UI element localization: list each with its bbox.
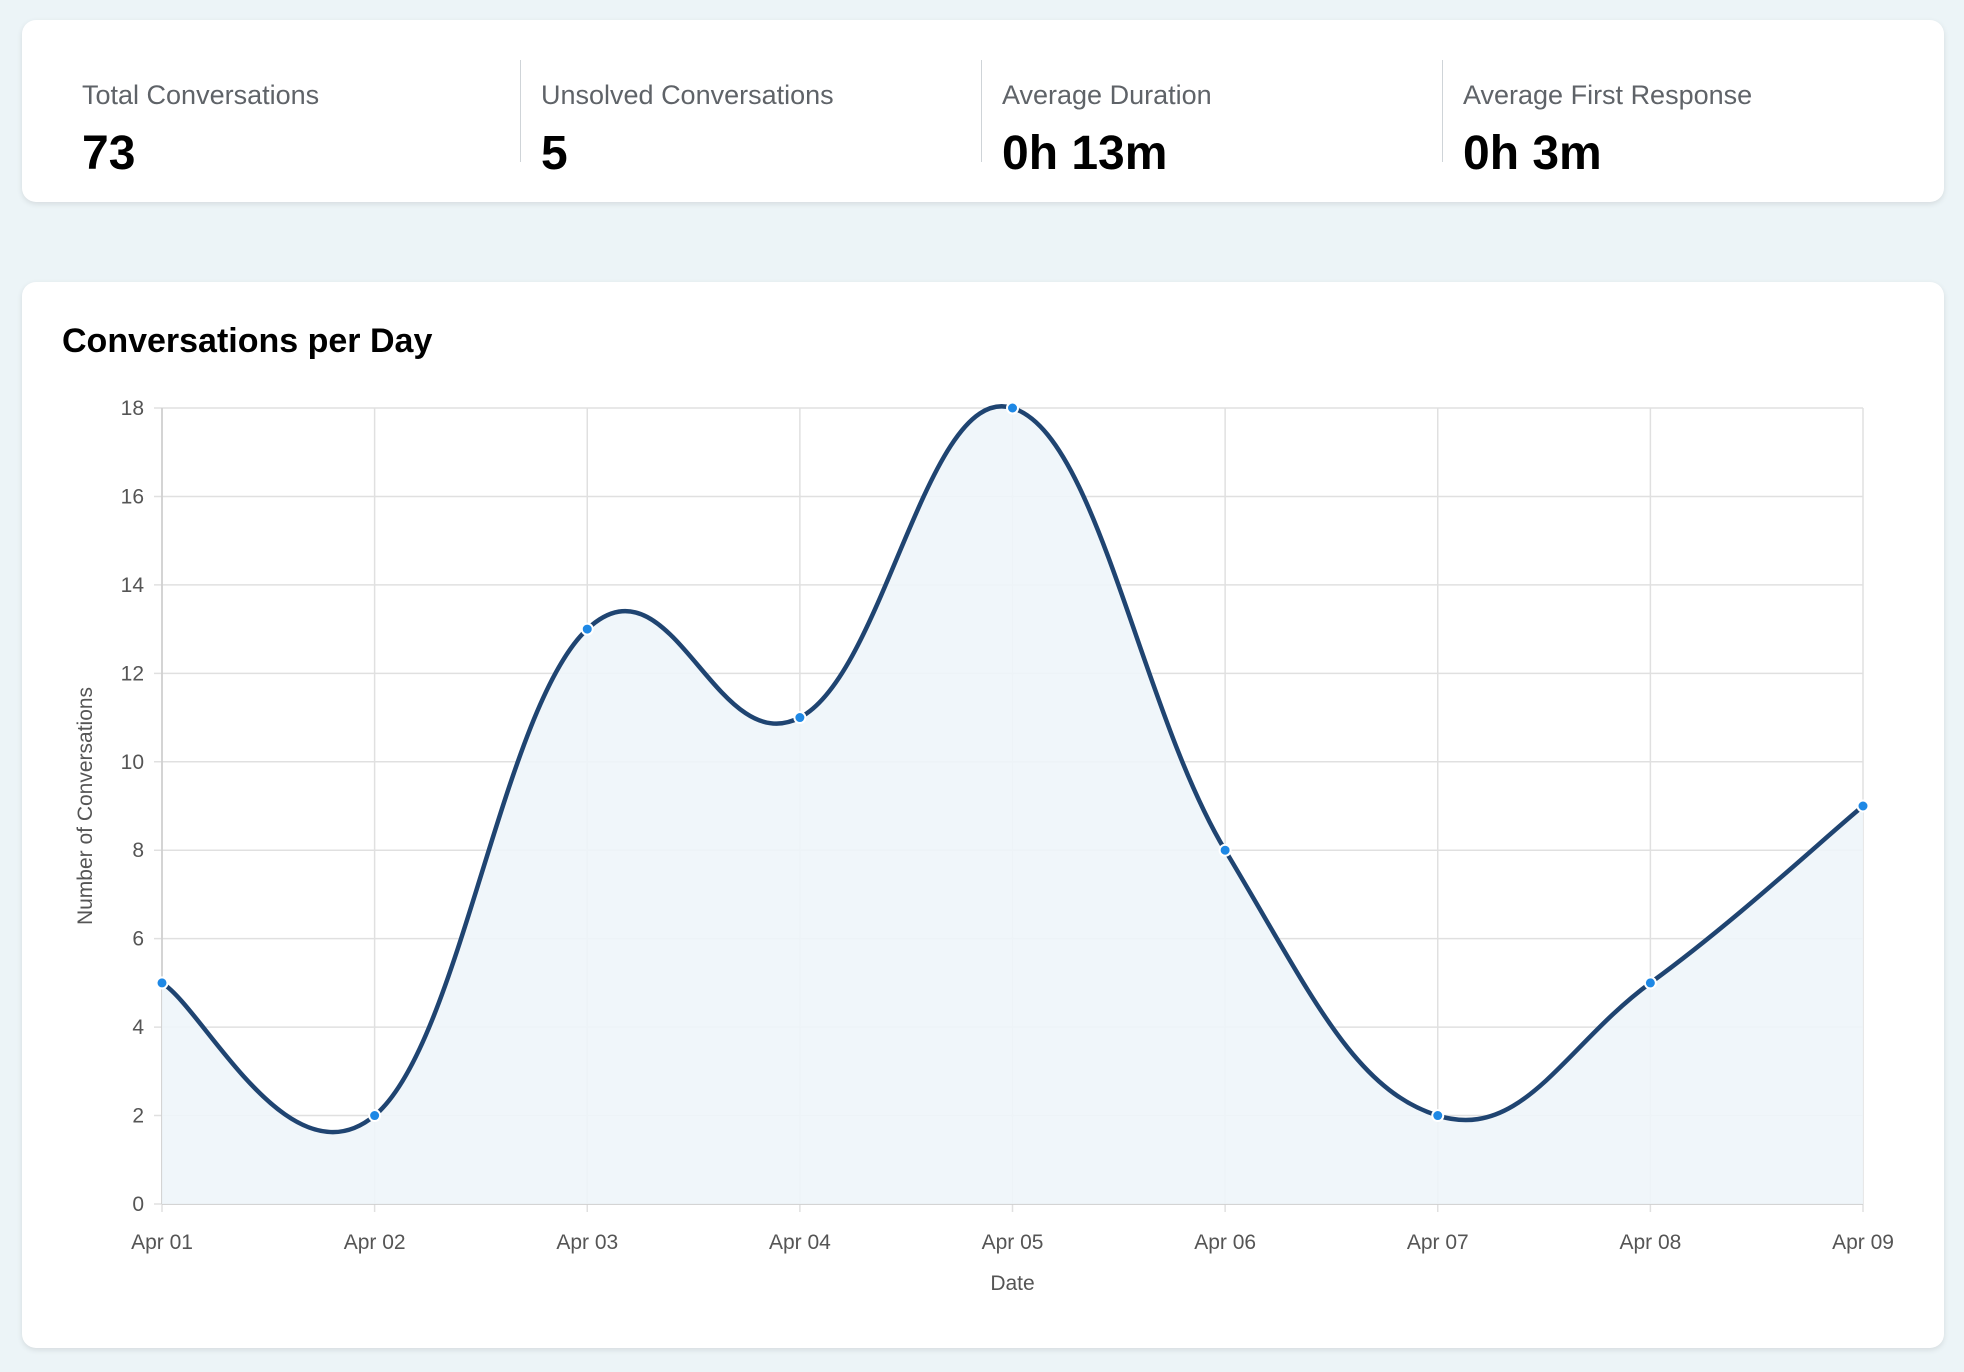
data-point [1218,843,1232,857]
stat-label: Average First Response [1463,80,1753,110]
x-tick-label: Apr 08 [1619,1231,1681,1254]
y-tick-label: 0 [132,1193,144,1216]
x-tick-label: Apr 09 [1832,1231,1894,1254]
y-tick-label: 4 [132,1016,144,1039]
stat-value: 5 [541,127,568,180]
chart-card: Conversations per Day 0 2 4 6 8 10 12 14 16 18 Apr… [22,282,1944,1348]
y-tick-label: 6 [132,928,144,951]
y-tick-label: 10 [121,751,144,774]
x-tick-label: Apr 01 [131,1231,193,1254]
stat-total-conversations: Total Conversations 73 [22,60,480,180]
series-line [159,404,1866,1135]
chart-title: Conversations per Day [62,322,433,360]
data-point [1643,976,1657,990]
x-tick-label: Apr 02 [344,1231,406,1254]
data-point [1006,401,1019,415]
y-tick-label: 16 [121,485,144,508]
data-point [1856,799,1870,813]
stat-value: 0h 13m [1002,127,1168,180]
y-tick-label: 14 [121,574,145,597]
stat-average-duration: Average Duration 0h 13m [981,60,1421,180]
y-tick-label: 2 [132,1105,144,1128]
data-point [580,622,594,636]
stat-average-first-response: Average First Response 0h 3m [1442,60,1882,180]
conversations-line-chart: 0 2 4 6 8 10 12 14 16 18 Apr 01 Apr 02 Apr 03 Apr 04 A… [74,397,1894,1295]
stat-unsolved-conversations: Unsolved Conversations 5 [520,60,960,180]
x-tick-label: Apr 06 [1194,1231,1256,1254]
x-tick-label: Apr 03 [556,1231,618,1254]
y-axis-title: Number of Conversations [74,687,97,925]
y-tick-label: 12 [121,662,144,685]
series-area-fill [162,406,1863,1204]
x-tick-label: Apr 07 [1407,1231,1469,1254]
stat-value: 0h 3m [1463,127,1602,180]
stat-label: Unsolved Conversations [541,80,834,110]
stat-label: Total Conversations [82,80,320,110]
stat-label: Average Duration [1002,80,1212,110]
data-point [793,711,807,725]
y-tick-label: 18 [121,397,144,420]
stats-card: Total Conversations 73 Unsolved Conversa… [22,20,1944,202]
data-point [155,976,169,990]
x-tick-label: Apr 04 [769,1231,831,1254]
data-point [1431,1109,1445,1123]
stat-value: 73 [82,127,136,180]
x-tick-label: Apr 05 [982,1231,1044,1254]
y-tick-label: 8 [132,839,144,862]
x-axis-title: Date [990,1272,1034,1295]
data-point [368,1109,382,1123]
